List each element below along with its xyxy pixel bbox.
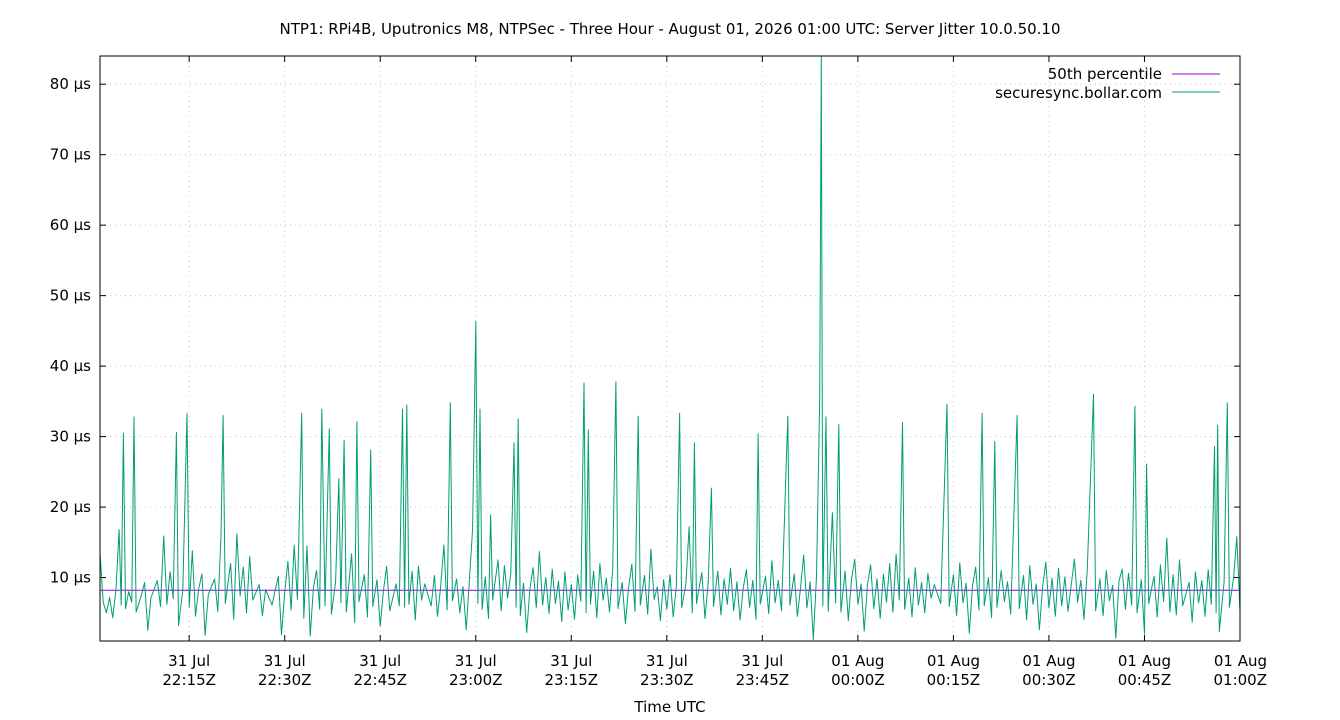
plot-frame — [99, 55, 1241, 642]
x-tick-label-date: 01 Aug — [1118, 652, 1171, 670]
legend-label-50th-percentile: 50th percentile — [1048, 65, 1162, 83]
y-axis-ticks: 10 µs 20 µs 30 µs 40 µs 50 µs 60 µs 70 µs 80 µs — [50, 75, 1240, 587]
x-tick-label-date: 31 Jul — [455, 652, 497, 670]
x-tick-label-time: 01:00Z — [1213, 671, 1267, 689]
x-tick-label-time: 22:15Z — [162, 671, 216, 689]
y-tick-label: 80 µs — [50, 75, 91, 93]
x-tick-label-date: 31 Jul — [550, 652, 592, 670]
x-tick-label-time: 23:30Z — [640, 671, 694, 689]
x-axis-label: Time UTC — [633, 698, 705, 716]
x-tick-label-date: 01 Aug — [1022, 652, 1075, 670]
x-tick-label-time: 23:45Z — [736, 671, 790, 689]
series-layer — [99, 55, 1241, 641]
x-tick-label-date: 31 Jul — [168, 652, 210, 670]
y-tick-label: 50 µs — [50, 287, 91, 305]
y-tick-label: 60 µs — [50, 216, 91, 234]
x-tick-label-time: 23:15Z — [545, 671, 599, 689]
chart-title: NTP1: RPi4B, Uputronics M8, NTPSec - Thr… — [279, 20, 1060, 38]
legend-label-securesync: securesync.bollar.com — [995, 84, 1162, 102]
y-tick-label: 20 µs — [50, 498, 91, 516]
x-tick-label-time: 00:45Z — [1118, 671, 1172, 689]
y-tick-label: 30 µs — [50, 428, 91, 446]
y-tick-label: 70 µs — [50, 146, 91, 164]
x-tick-label-date: 01 Aug — [831, 652, 884, 670]
x-tick-label-time: 22:45Z — [353, 671, 407, 689]
x-tick-label-date: 31 Jul — [741, 652, 783, 670]
x-tick-label-date: 01 Aug — [1214, 652, 1267, 670]
legend: 50th percentile securesync.bollar.com — [995, 65, 1220, 102]
x-tick-label-time: 00:00Z — [831, 671, 885, 689]
series-line-securesync — [99, 55, 1241, 641]
x-tick-label-date: 01 Aug — [927, 652, 980, 670]
x-tick-label-date: 31 Jul — [359, 652, 401, 670]
y-tick-label: 40 µs — [50, 357, 91, 375]
x-tick-label-date: 31 Jul — [646, 652, 688, 670]
x-tick-label-time: 00:30Z — [1022, 671, 1076, 689]
x-tick-label-date: 31 Jul — [264, 652, 306, 670]
grid-lines — [100, 56, 1241, 641]
x-tick-label-time: 22:30Z — [258, 671, 312, 689]
x-tick-label-time: 23:00Z — [449, 671, 503, 689]
y-tick-label: 10 µs — [50, 569, 91, 587]
x-tick-label-time: 00:15Z — [927, 671, 981, 689]
